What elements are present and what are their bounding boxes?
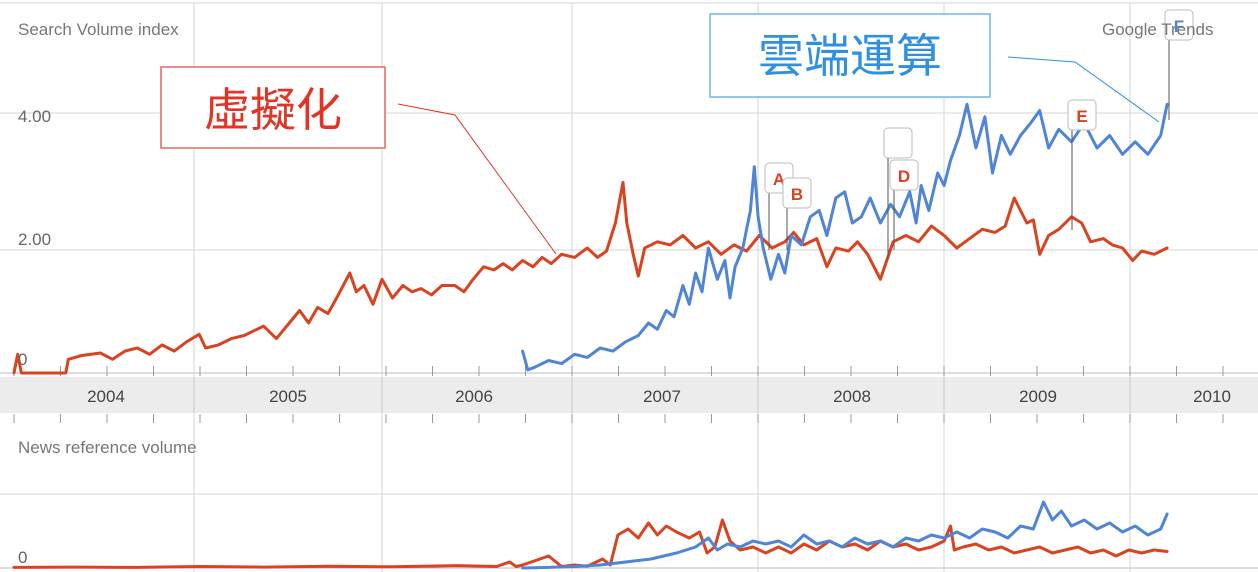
search-series-group [12, 102, 1169, 375]
x-tick-label: 2009 [1019, 387, 1057, 406]
event-marker-label: E [1076, 107, 1087, 126]
x-tick-label: 2010 [1193, 387, 1231, 406]
y-tick-label: 4.00 [18, 107, 51, 126]
news-panel-title: News reference volume [18, 438, 197, 457]
x-tick-label: 2007 [643, 387, 681, 406]
series-line [521, 500, 1169, 570]
news-series-group [12, 500, 1169, 570]
callout-cloud-computing-pointer [1007, 56, 1160, 123]
x-tick-label: 2004 [87, 387, 125, 406]
event-markers: AB D E F [764, 9, 1194, 260]
google-trends-watermark: Google Trends [1102, 20, 1214, 39]
event-marker-box [1164, 9, 1194, 41]
event-marker-box [883, 127, 913, 159]
series-line [12, 518, 1169, 569]
callout-virtualization-label: 虛擬化 [204, 83, 342, 137]
year-band-background [0, 377, 1258, 413]
year-band [0, 366, 1258, 423]
search-panel-title: Search Volume index [18, 20, 179, 39]
y-tick-label: 0 [18, 350, 27, 369]
news-y-tick-label: 0 [18, 548, 27, 567]
event-marker-label: A [773, 170, 785, 189]
event-marker-box [782, 177, 812, 209]
x-tick-label: 2005 [269, 387, 307, 406]
event-marker-label: D [898, 167, 910, 186]
callout-virtualization-pointer [397, 103, 557, 255]
series-line [12, 180, 1169, 375]
event-marker-box [889, 159, 919, 191]
event-marker-label: F [1174, 17, 1184, 36]
x-tick-label: 2006 [455, 387, 493, 406]
callout-virtualization: 虛擬化 [160, 66, 557, 255]
callout-cloud-computing: 雲端運算 [709, 13, 1160, 123]
callout-cloud-computing-label: 雲端運算 [758, 29, 942, 83]
y-tick-label: 2.00 [18, 230, 51, 249]
series-line [521, 102, 1169, 372]
event-marker-label: B [791, 185, 803, 204]
event-marker-box [1067, 99, 1097, 131]
x-tick-label: 2008 [833, 387, 871, 406]
